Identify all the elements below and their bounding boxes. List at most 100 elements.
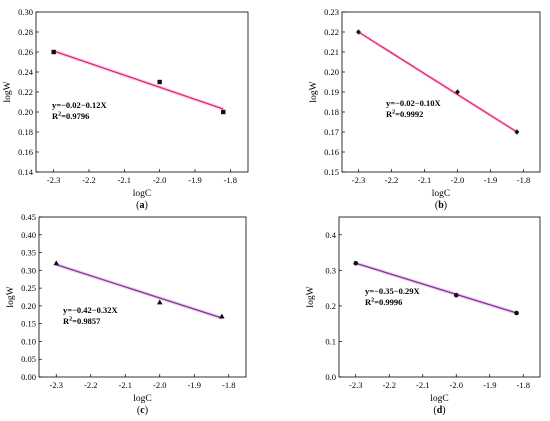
x-tick-label: -2.3 bbox=[349, 380, 362, 390]
fit-line bbox=[358, 31, 518, 133]
fit-equation: y=−0.42−0.32X bbox=[63, 305, 119, 315]
chart-panel-c: -2.3 -2.2 -2.1 -2.0 -1.9 -1.8 0.00 0.05 0.10 0.15… bbox=[6, 212, 247, 416]
y-tick-label: 0.21 bbox=[324, 47, 339, 57]
x-tick-label: -1.8 bbox=[224, 175, 237, 185]
y-tick-label: 0.30 bbox=[21, 265, 36, 275]
y-tick-label: 0.20 bbox=[324, 67, 339, 77]
x-axis-label: logC bbox=[133, 189, 151, 199]
x-tick-label: -2.2 bbox=[84, 380, 97, 390]
plot-frame bbox=[338, 216, 541, 378]
data-point bbox=[51, 49, 56, 55]
chart-panel-b: -2.3 -2.2 -2.1 -2.0 -1.9 -1.8 0.15 0.16 0.17 0.18… bbox=[309, 7, 541, 211]
data-point bbox=[221, 109, 226, 115]
panel-letter: d bbox=[437, 405, 443, 416]
y-tick-label: 0.35 bbox=[21, 248, 36, 258]
x-tick-label: -1.9 bbox=[483, 380, 496, 390]
y-axis-label: logW bbox=[3, 81, 13, 102]
y-tick-label: 0.18 bbox=[324, 107, 339, 117]
panel-letter: b bbox=[438, 200, 444, 211]
data-point bbox=[514, 129, 520, 135]
x-tick-label: -2.0 bbox=[450, 380, 463, 390]
y-tick-label: 0.1 bbox=[325, 336, 336, 346]
y-tick-label: 0.25 bbox=[21, 283, 36, 293]
chart-panel-d: -2.3 -2.2 -2.1 -2.0 -1.9 -1.8 0.0 0.1 0.2 0.3 0.4 l… bbox=[306, 216, 541, 416]
x-tick-label: -1.8 bbox=[517, 175, 530, 185]
r-squared: R2=0.9996 bbox=[365, 297, 402, 307]
panel-letter: c bbox=[140, 405, 145, 416]
y-tick-label: 0.19 bbox=[324, 87, 339, 97]
y-tick-label: 0.18 bbox=[18, 127, 33, 137]
fit-equation: y=−0.02−0.10X bbox=[386, 98, 442, 108]
x-tick-label: -2.3 bbox=[352, 175, 365, 185]
y-axis-label: logW bbox=[309, 81, 319, 102]
y-tick-label: 0.17 bbox=[324, 127, 339, 137]
panel-letter: a bbox=[140, 200, 145, 211]
fit-equation: y=−0.35−0.29X bbox=[365, 286, 421, 296]
y-tick-label: 0.14 bbox=[18, 167, 34, 177]
x-tick-label: -2.0 bbox=[153, 380, 166, 390]
y-tick-label: 0.15 bbox=[324, 167, 339, 177]
y-tick-label: 0.22 bbox=[324, 27, 339, 37]
data-point bbox=[453, 292, 459, 298]
y-tick-label: 0.2 bbox=[325, 301, 336, 311]
panel-label: (b) bbox=[435, 200, 447, 211]
x-tick-label: -2.1 bbox=[118, 175, 131, 185]
fit-line bbox=[53, 50, 224, 110]
x-tick-label: -2.1 bbox=[119, 380, 132, 390]
y-tick-label: 0.26 bbox=[18, 47, 33, 57]
r-squared: R2=0.9857 bbox=[63, 316, 101, 326]
data-point bbox=[514, 310, 519, 316]
data-point bbox=[219, 313, 225, 319]
y-axis-label: logW bbox=[306, 286, 316, 307]
y-tick-label: 0.28 bbox=[18, 27, 33, 37]
y-tick-label: 0.22 bbox=[18, 87, 33, 97]
y-tick-label: 0.23 bbox=[324, 7, 339, 17]
y-tick-label: 0.16 bbox=[324, 147, 339, 157]
x-tick-label: -1.9 bbox=[188, 175, 201, 185]
y-tick-label: 0.0 bbox=[325, 372, 336, 382]
y-tick-label: 0.00 bbox=[21, 372, 36, 382]
x-tick-label: -1.9 bbox=[188, 380, 201, 390]
data-point bbox=[356, 29, 361, 35]
y-tick-label: 0.10 bbox=[21, 336, 36, 346]
x-axis-label: logC bbox=[432, 189, 450, 199]
x-tick-label: -2.2 bbox=[82, 175, 95, 185]
r-squared: R2=0.9796 bbox=[52, 111, 89, 121]
fit-line bbox=[56, 264, 223, 319]
y-tick-label: 0.30 bbox=[18, 7, 33, 17]
y-tick-label: 0.4 bbox=[325, 230, 336, 240]
x-tick-label: -2.0 bbox=[153, 175, 166, 185]
fit-line bbox=[355, 262, 517, 314]
data-point bbox=[455, 89, 460, 95]
panel-label: (d) bbox=[433, 405, 445, 416]
x-tick-label: -2.1 bbox=[416, 380, 429, 390]
x-tick-label: -2.2 bbox=[383, 380, 396, 390]
y-tick-label: 0.05 bbox=[21, 354, 36, 364]
x-tick-label: -2.1 bbox=[418, 175, 431, 185]
panel-label: (c) bbox=[137, 405, 148, 416]
y-tick-label: 0.40 bbox=[21, 230, 36, 240]
y-tick-label: 0.15 bbox=[21, 319, 36, 329]
y-tick-label: 0.3 bbox=[325, 265, 336, 275]
x-axis-label: logC bbox=[133, 394, 151, 404]
x-tick-label: -1.9 bbox=[484, 175, 497, 185]
x-tick-label: -1.8 bbox=[222, 380, 235, 390]
y-tick-label: 0.45 bbox=[21, 212, 36, 222]
y-axis-label: logW bbox=[6, 286, 16, 307]
plot-frame bbox=[35, 11, 249, 173]
data-point bbox=[157, 79, 162, 85]
x-tick-label: -1.8 bbox=[517, 380, 530, 390]
data-point bbox=[156, 299, 163, 305]
y-tick-label: 0.20 bbox=[18, 107, 33, 117]
data-point bbox=[53, 260, 60, 266]
plot-frame bbox=[38, 216, 247, 378]
x-tick-label: -2.3 bbox=[47, 175, 60, 185]
x-tick-label: -2.0 bbox=[451, 175, 464, 185]
data-point bbox=[353, 260, 359, 266]
panel-label: (a) bbox=[136, 200, 148, 211]
x-tick-label: -2.2 bbox=[385, 175, 398, 185]
y-tick-label: 0.16 bbox=[18, 147, 33, 157]
y-tick-label: 0.20 bbox=[21, 301, 36, 311]
chart-panel-a: -2.3 -2.2 -2.1 -2.0 -1.9 -1.8 0.14 0.16 0.18 0.20… bbox=[3, 7, 249, 211]
r-squared: R2=0.9992 bbox=[386, 109, 423, 119]
